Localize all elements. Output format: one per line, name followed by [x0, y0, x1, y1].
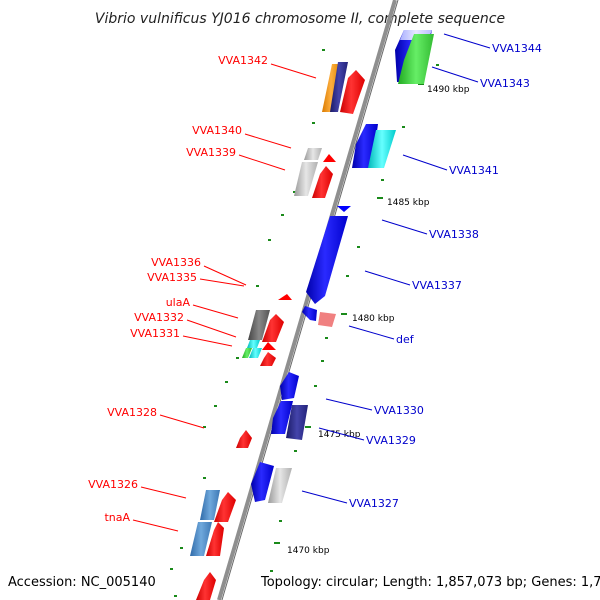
- gene-def[interactable]: [318, 312, 336, 327]
- label-vva1344[interactable]: VVA1344: [492, 42, 542, 55]
- label-vva1326[interactable]: VVA1326: [88, 478, 138, 491]
- label-vva1340[interactable]: VVA1340: [192, 124, 242, 137]
- gene-vva1328[interactable]: [236, 430, 252, 448]
- label-tnaA[interactable]: tnaA: [104, 511, 130, 524]
- label-vva1332[interactable]: VVA1332: [134, 311, 184, 324]
- label-vva1331[interactable]: VVA1331: [130, 327, 180, 340]
- label-vva1339[interactable]: VVA1339: [186, 146, 236, 159]
- label-vva1337[interactable]: VVA1337: [412, 279, 462, 292]
- chromosome-backbone: [217, 0, 399, 600]
- label-vva1329[interactable]: VVA1329: [366, 434, 416, 447]
- scale-label-1480: 1480 kbp: [352, 314, 395, 324]
- label-vva1342[interactable]: VVA1342: [218, 54, 268, 67]
- gene-ulaA-dark[interactable]: [248, 310, 270, 340]
- gene-vva1326[interactable]: [200, 490, 220, 520]
- scale-label-1490: 1490 kbp: [427, 85, 470, 95]
- gene-vva1331-cyan[interactable]: [249, 348, 262, 358]
- gene-vva1340-arrow[interactable]: [323, 154, 336, 162]
- right-leader-lines: [301, 33, 491, 504]
- label-def[interactable]: def: [396, 333, 415, 346]
- gene-vva1332[interactable]: [262, 342, 276, 350]
- scale-label-1485: 1485 kbp: [387, 198, 430, 208]
- label-vva1327[interactable]: VVA1327: [349, 497, 399, 510]
- label-vva1336[interactable]: VVA1336: [151, 256, 201, 269]
- gene-ulaA[interactable]: [262, 314, 284, 342]
- gene-vva1341[interactable]: [368, 130, 396, 168]
- gene-vva1331-green[interactable]: [242, 348, 252, 358]
- gene-vva1331[interactable]: [260, 352, 276, 366]
- gene-vva1330[interactable]: [280, 372, 299, 400]
- map-title: Vibrio vulnificus YJ016 chromosome II, c…: [95, 11, 505, 27]
- gene-vva1339-grey[interactable]: [294, 162, 318, 196]
- gene-vva1343[interactable]: [398, 34, 434, 84]
- right-dotted-ticks: [270, 64, 439, 572]
- accession-text: Accession: NC_005140: [8, 575, 156, 590]
- gene-def-reverse[interactable]: [302, 306, 317, 321]
- scale-label-1475: 1475 kbp: [318, 430, 361, 440]
- gene-vva1342-navy[interactable]: [330, 62, 348, 112]
- gene-vva1327-left[interactable]: [251, 462, 274, 502]
- label-ulaA[interactable]: ulaA: [166, 296, 191, 309]
- label-vva1328[interactable]: VVA1328: [107, 406, 157, 419]
- gene-vva1336[interactable]: [278, 294, 292, 300]
- gene-vva1340[interactable]: [304, 148, 322, 160]
- left-leader-lines: [132, 63, 317, 532]
- gene-vva1338[interactable]: [337, 206, 351, 212]
- gene-tnaA[interactable]: [190, 522, 212, 556]
- left-dotted-ticks: [170, 49, 325, 597]
- gene-vva1329[interactable]: [286, 405, 308, 440]
- gene-vva1332-cyan[interactable]: [247, 340, 260, 348]
- gene-tnaA-red[interactable]: [206, 522, 224, 556]
- gene-vva1330-b[interactable]: [271, 401, 293, 434]
- gene-vva1337[interactable]: [306, 216, 348, 304]
- label-vva1343[interactable]: VVA1343: [480, 77, 530, 90]
- label-vva1335[interactable]: VVA1335: [147, 271, 197, 284]
- gene-bottom-red[interactable]: [196, 572, 216, 600]
- gene-vva1327[interactable]: [268, 468, 292, 503]
- label-vva1330[interactable]: VVA1330: [374, 404, 424, 417]
- scale-label-1470: 1470 kbp: [287, 546, 330, 556]
- gene-vva1326-red[interactable]: [214, 492, 236, 522]
- gene-vva1339[interactable]: [312, 166, 333, 198]
- topology-text: Topology: circular; Length: 1,857,073 bp…: [260, 575, 600, 590]
- gene-vva1342-orange[interactable]: [322, 64, 340, 112]
- label-vva1341[interactable]: VVA1341: [449, 164, 499, 177]
- label-vva1338[interactable]: VVA1338: [429, 228, 479, 241]
- gene-vva1342[interactable]: [340, 70, 365, 114]
